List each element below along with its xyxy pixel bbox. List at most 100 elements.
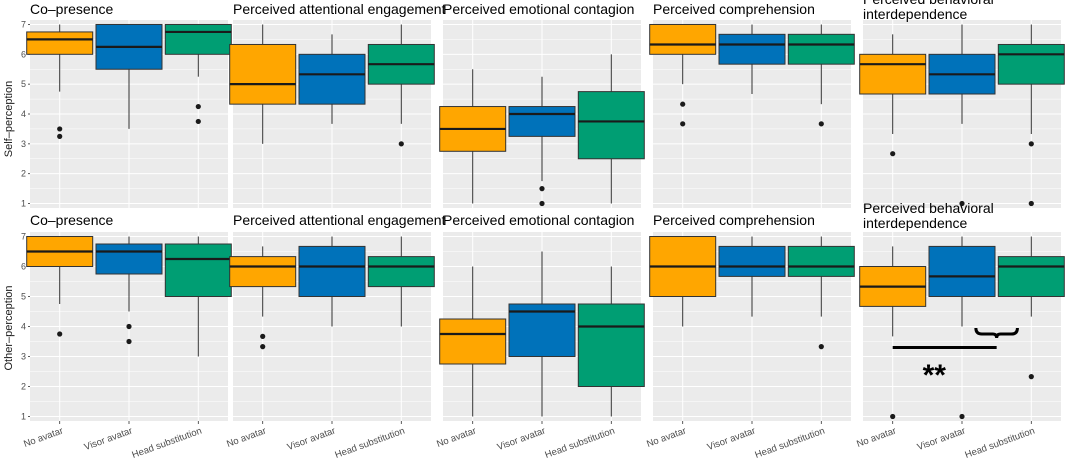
x-tick-label: Head substitution <box>544 425 617 459</box>
row-label-other-perception: Other–perception <box>3 286 15 371</box>
panel-1-1: Perceived attentional engagement No avata… <box>225 212 445 459</box>
box-iqr <box>859 53 927 95</box>
panel-title: Perceived behavioral <box>863 0 994 7</box>
y-tick-label: 1 <box>21 199 26 209</box>
box-visor-avatar <box>928 236 996 420</box>
panel-title-line2: interdependence <box>863 215 968 231</box>
box-iqr <box>718 33 786 65</box>
box-head-substitution <box>997 236 1065 380</box>
outlier-point <box>126 338 132 345</box>
panel-1-2: Perceived emotional contagion No avatar Vi… <box>435 212 645 459</box>
box-visor-avatar <box>95 23 163 129</box>
y-tick-label: 6 <box>21 262 26 272</box>
panel-0-1: Perceived attentional engagement <box>229 1 446 208</box>
x-tick-label: Head substitution <box>754 425 827 459</box>
outlier-point <box>890 413 896 420</box>
box-iqr <box>439 318 507 365</box>
outlier-point <box>195 103 201 110</box>
box-head-substitution <box>577 266 645 417</box>
y-tick-label: 4 <box>21 109 26 119</box>
outlier-point <box>1028 374 1034 380</box>
panel-0-3: Perceived comprehension <box>649 1 855 208</box>
outlier-point <box>260 333 266 339</box>
box-iqr <box>787 33 855 65</box>
outlier-point <box>539 200 545 207</box>
box-no-avatar <box>439 69 507 204</box>
y-tick-label: 7 <box>21 19 26 29</box>
box-no-avatar <box>229 24 297 144</box>
panel-title: Perceived behavioral <box>863 200 994 216</box>
box-visor-avatar <box>718 24 786 95</box>
panel-1-0: Co–presence 1 2 3 4 5 6 7 No avatar Visor avatarH… <box>21 212 232 459</box>
box-visor-avatar <box>928 24 996 207</box>
x-tick-label: No avatar <box>435 425 477 449</box>
x-tick-label: Visor avatar <box>83 425 134 453</box>
box-visor-avatar <box>298 34 366 124</box>
panel-title: Perceived emotional contagion <box>443 212 634 228</box>
outlier-point <box>890 151 896 157</box>
outlier-point <box>126 323 132 330</box>
x-tick-label: Visor avatar <box>496 425 547 453</box>
box-iqr <box>298 53 366 105</box>
box-head-substitution <box>787 24 855 127</box>
outlier-point <box>1028 200 1034 207</box>
outlier-point <box>818 121 824 127</box>
panel-title: Perceived attentional engagement <box>233 212 446 228</box>
box-iqr <box>787 245 855 277</box>
box-head-substitution <box>997 24 1065 207</box>
outlier-point <box>680 121 686 127</box>
y-tick-label: 3 <box>21 139 26 149</box>
box-head-substitution <box>787 236 855 350</box>
panel-title: Perceived comprehension <box>653 1 815 17</box>
outlier-point <box>959 200 965 207</box>
box-no-avatar <box>859 34 927 157</box>
y-tick-label: 5 <box>21 292 26 302</box>
x-tick-label: Head substitution <box>334 425 407 459</box>
panel-grid: Co–presence 1 2 3 4 5 6 7 Perceived attentional … <box>21 0 1065 459</box>
box-visor-avatar <box>95 236 163 345</box>
outlier-point <box>57 331 63 337</box>
box-no-avatar <box>649 23 717 127</box>
panel-1-3: Perceived comprehension No avatar Visor av… <box>645 212 855 459</box>
outlier-point <box>260 344 266 350</box>
x-tick-label: Visor avatar <box>706 425 757 453</box>
box-iqr <box>508 303 576 357</box>
significance-brace <box>974 327 1019 339</box>
x-tick-label: No avatar <box>645 425 687 449</box>
box-visor-avatar <box>298 236 366 327</box>
box-head-substitution <box>164 236 232 357</box>
x-tick-label: Visor avatar <box>916 425 967 453</box>
box-iqr <box>649 23 717 55</box>
box-head-substitution <box>367 24 435 147</box>
y-tick-label: 2 <box>21 169 26 179</box>
y-tick-label: 7 <box>21 232 26 242</box>
panel-title: Perceived comprehension <box>653 212 815 228</box>
box-iqr <box>164 243 232 297</box>
box-visor-avatar <box>508 251 576 417</box>
box-iqr <box>577 303 645 387</box>
box-iqr <box>997 256 1065 298</box>
panel-title: Perceived attentional engagement <box>233 1 446 17</box>
outlier-point <box>57 133 63 139</box>
outlier-point <box>959 413 965 420</box>
box-iqr <box>367 256 435 288</box>
box-no-avatar <box>859 246 927 420</box>
box-iqr <box>229 43 297 105</box>
box-iqr <box>508 106 576 137</box>
box-iqr <box>164 23 232 55</box>
x-tick-label: No avatar <box>22 425 64 449</box>
panel-title: Perceived emotional contagion <box>443 1 634 17</box>
y-tick-label: 3 <box>21 352 26 362</box>
y-tick-label: 4 <box>21 322 26 332</box>
box-iqr <box>718 245 786 277</box>
box-iqr <box>95 243 163 275</box>
y-tick-label: 2 <box>21 382 26 392</box>
box-iqr <box>997 43 1065 85</box>
row-label-self-perception: Self–perception <box>3 81 15 157</box>
y-tick-label: 1 <box>21 412 26 422</box>
box-head-substitution <box>367 236 435 327</box>
panel-title-line2: interdependence <box>863 6 968 22</box>
box-no-avatar <box>229 246 297 350</box>
